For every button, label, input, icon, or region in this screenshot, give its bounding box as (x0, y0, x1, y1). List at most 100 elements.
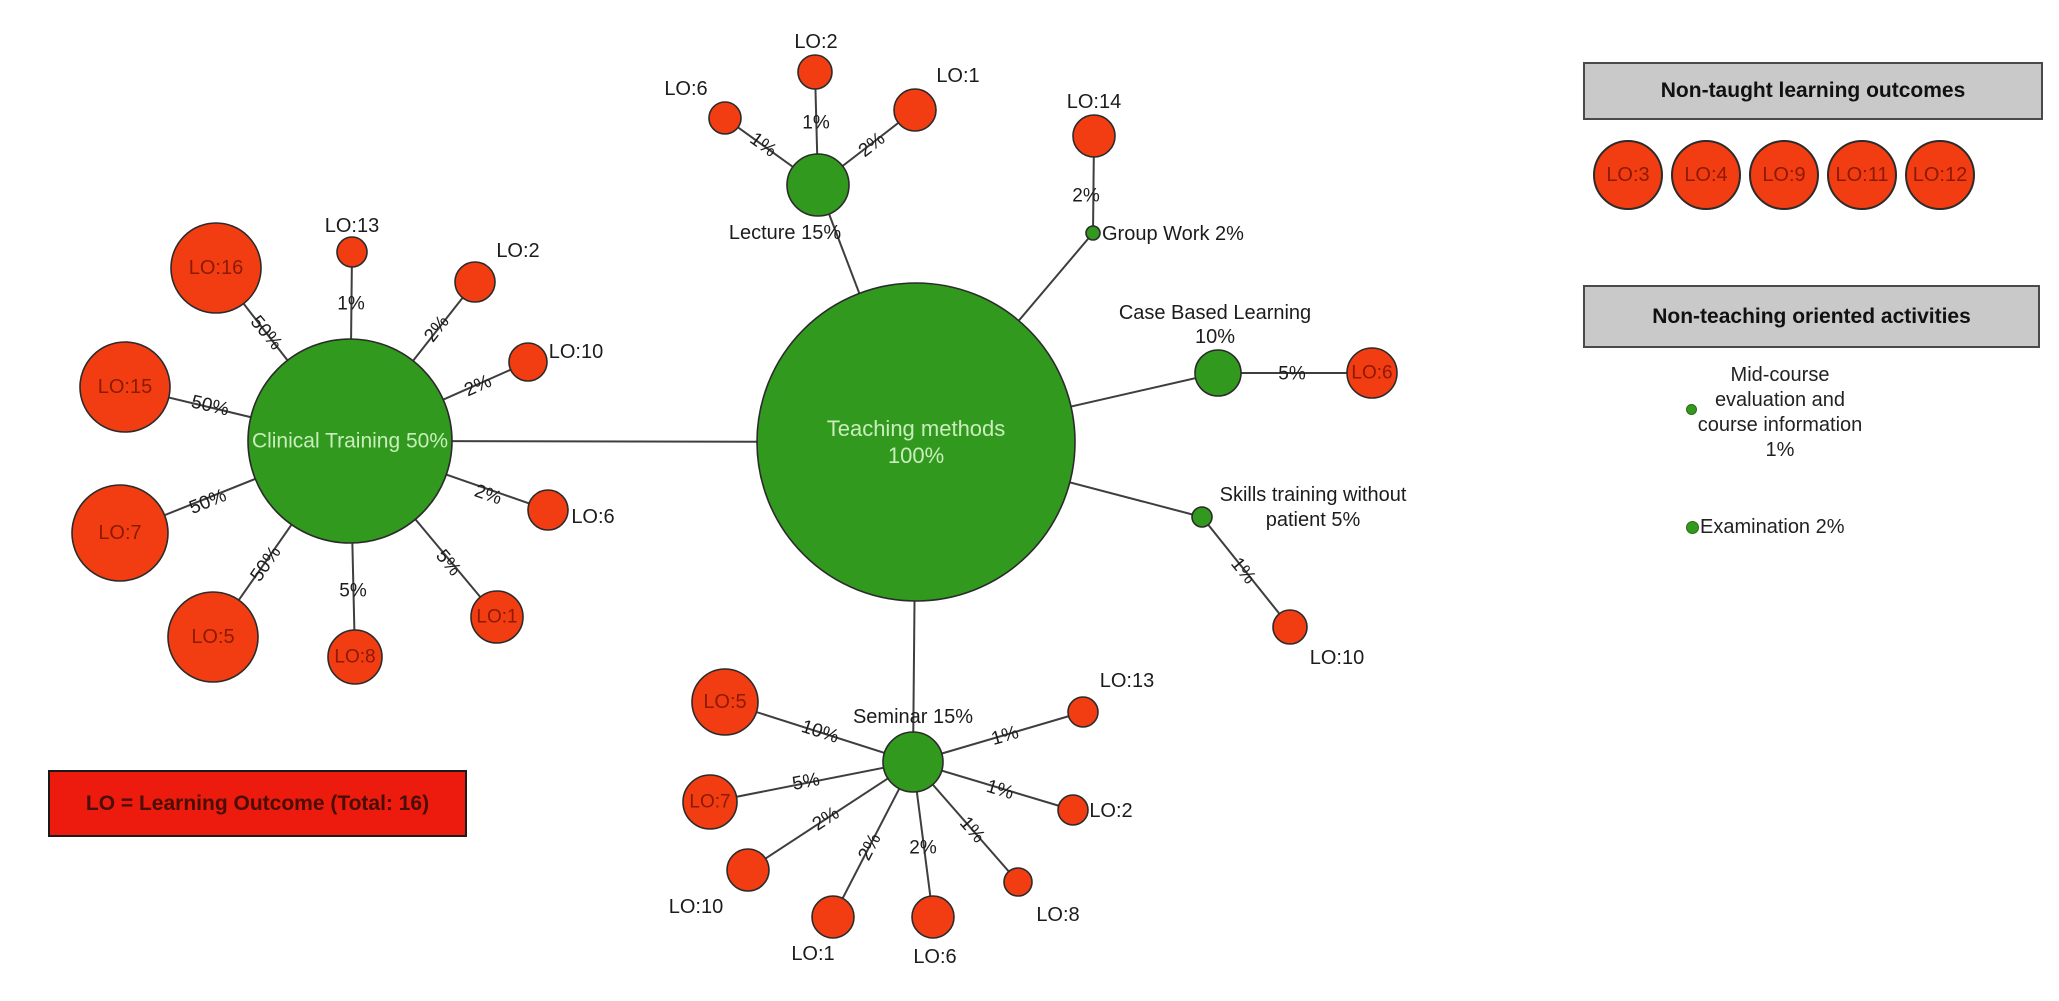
node-lo13-seminar (1067, 696, 1099, 728)
node-lo6-seminar (911, 895, 955, 939)
edge-label-clinical-c15: 50% (189, 391, 231, 420)
legend-box: LO = Learning Outcome (Total: 16) (48, 770, 467, 837)
edge-label-groupwork-l14: 2% (1072, 186, 1100, 207)
lo11-circle: LO:11 (1827, 140, 1897, 210)
edge-label-seminar-s6: 2% (909, 838, 937, 859)
lo9-label: LO:9 (1762, 163, 1806, 186)
edge-label-clinical-c10: 2% (461, 371, 495, 401)
examination-label: Examination 2% (1700, 515, 1845, 538)
node-lo8-seminar (1003, 867, 1033, 897)
midcourse-line: evaluation and (1714, 389, 1846, 411)
edge-label-cbl-cbl6: 5% (1278, 364, 1306, 385)
label-lo13-seminar: LO:13 (1100, 670, 1154, 692)
label-lo1-seminar: LO:1 (791, 943, 834, 965)
node-lo2-lecture (797, 54, 833, 90)
label-cbl-line1: Case Based Learning (1119, 302, 1311, 324)
edge-label-seminar-s13: 1% (989, 722, 1021, 750)
node-label-lo5-seminar: LO:5 (703, 691, 746, 713)
label-lo2-seminar: LO:2 (1089, 800, 1132, 822)
non-teaching-header: Non-teaching oriented activities (1583, 285, 2040, 348)
label-skills-line2: patient 5% (1266, 509, 1361, 531)
non-teaching-header-label: Non-teaching oriented activities (1652, 304, 1971, 328)
node-lo16-clinical (170, 222, 262, 314)
node-group-work (1085, 225, 1101, 241)
non-taught-circles: LO:3 LO:4 LO:9 LO:11 LO:12 (1593, 140, 1975, 210)
node-lo10-seminar (726, 848, 770, 892)
node-lo8-clinical (327, 629, 383, 685)
midcourse-line: course information (1697, 414, 1863, 436)
edge-label-seminar-s1: 2% (854, 830, 885, 864)
label-lo1-lecture: LO:1 (936, 65, 979, 87)
node-lo13-clinical (336, 236, 368, 268)
node-lo6-clinical (527, 489, 569, 531)
edge-label-lecture-l2: 1% (802, 113, 830, 134)
node-clinical-training (247, 338, 453, 544)
label-lo10-seminar: LO:10 (669, 896, 723, 918)
node-lo7-clinical (71, 484, 169, 582)
node-label-clinical-training: Clinical Training 50% (252, 430, 448, 453)
node-teaching-methods (756, 282, 1076, 602)
edge-label-clinical-c1: 5% (431, 546, 465, 581)
node-lo1-clinical (470, 590, 524, 644)
lo3-circle: LO:3 (1593, 140, 1663, 210)
node-label-teaching-methods: Teaching methods (827, 416, 1006, 441)
edge-label-seminar-s7: 5% (791, 769, 822, 795)
label-lo13-clinical: LO:13 (325, 215, 379, 237)
edge-label-clinical-c13: 1% (337, 294, 365, 315)
node-lo10-clinical (508, 342, 548, 382)
label-lo10-skills: LO:10 (1310, 647, 1364, 669)
label-lo14-groupwork: LO:14 (1067, 91, 1121, 113)
label-lecture: Lecture 15% (729, 222, 842, 244)
lo11-label: LO:11 (1835, 163, 1889, 186)
edge-label-clinical-c6: 2% (472, 481, 505, 510)
node-lo1-seminar (811, 895, 855, 939)
label-lo8-seminar: LO:8 (1036, 904, 1079, 926)
node-label-lo8-clinical: LO:8 (334, 647, 375, 668)
node-label-lo16-clinical: LO:16 (189, 257, 243, 279)
examination-item: Examination 2% (1686, 514, 1845, 540)
label-lo6-lecture: LO:6 (664, 78, 707, 100)
label-lo2-clinical: LO:2 (496, 240, 539, 262)
node-label-lo7-seminar: LO:7 (689, 792, 730, 813)
node-skills-training (1191, 506, 1213, 528)
label-lo2-lecture: LO:2 (794, 31, 837, 53)
label-lo6-clinical: LO:6 (571, 506, 614, 528)
node-lo6-cbl (1346, 347, 1398, 399)
node-lo2-seminar (1057, 794, 1089, 826)
node-lo15-clinical (79, 341, 171, 433)
node-label-lo1-clinical: LO:1 (476, 607, 517, 628)
node-label-lo6-cbl: LO:6 (1351, 363, 1392, 384)
lo3-label: LO:3 (1606, 163, 1650, 186)
legend-label: LO = Learning Outcome (Total: 16) (85, 791, 430, 815)
edge-label-seminar-s10: 2% (809, 803, 844, 836)
lo4-label: LO:4 (1684, 163, 1728, 186)
midcourse-item: Mid-course evaluation and course informa… (1660, 363, 1900, 463)
non-taught-header-label: Non-taught learning outcomes (1660, 79, 1966, 102)
edge-label-lecture-l6: 1% (746, 128, 781, 161)
label-skills-line1: Skills training without (1220, 484, 1407, 506)
lo12-label: LO:12 (1912, 163, 1968, 186)
edge-seminar-s7 (709, 761, 914, 803)
edge-label-seminar-s5: 10% (799, 716, 842, 748)
node-lecture (786, 153, 850, 217)
label-lo6-seminar: LO:6 (913, 946, 956, 968)
edge-label-clinical-c16: 50% (246, 312, 287, 355)
edge-seminar-s10 (747, 761, 914, 871)
edge-label-seminar-s2: 1% (984, 776, 1017, 804)
node-lo10-skills (1272, 609, 1308, 645)
node-lo1-lecture (893, 88, 937, 132)
midcourse-line: Mid-course (1730, 364, 1830, 386)
node-lo5-seminar (691, 668, 759, 736)
midcourse-dot (1686, 404, 1697, 415)
node-lo7-seminar (682, 774, 738, 830)
node-label-lo7-clinical: LO:7 (98, 522, 141, 544)
midcourse-line: 1% (1765, 439, 1795, 461)
node-label-lo5-clinical: LO:5 (191, 626, 234, 648)
lo12-circle: LO:12 (1905, 140, 1975, 210)
examination-dot (1686, 520, 1699, 534)
edge-skills-sk10 (1201, 516, 1291, 628)
node-case-based-learning (1194, 349, 1242, 397)
lo9-circle: LO:9 (1749, 140, 1819, 210)
